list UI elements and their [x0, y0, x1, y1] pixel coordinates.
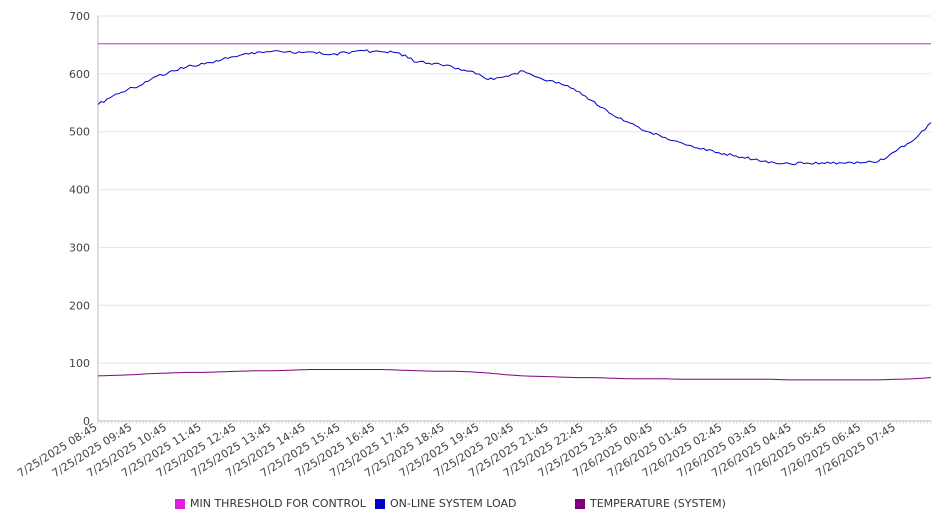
legend-item[interactable]: ON-LINE SYSTEM LOAD [375, 497, 516, 510]
legend: MIN THRESHOLD FOR CONTROL ON-LINE SYSTEM … [0, 497, 946, 515]
y-tick-label: 500 [69, 126, 90, 139]
legend-swatch [375, 498, 385, 509]
legend-swatch [175, 498, 185, 509]
y-tick-label: 700 [69, 10, 90, 23]
axes [97, 16, 932, 424]
x-tick-labels: 7/25/2025 08:457/25/2025 09:457/25/2025 … [15, 421, 898, 481]
legend-label: ON-LINE SYSTEM LOAD [390, 497, 517, 510]
grid-lines [98, 15, 931, 364]
series-line-1 [97, 49, 932, 166]
y-tick-label: 400 [69, 184, 90, 197]
y-tick-labels: 0 100 200 300 400 500 600 700 [69, 10, 90, 428]
series-lines [97, 43, 932, 381]
y-tick-label: 100 [69, 357, 90, 370]
legend-swatch [575, 498, 585, 509]
legend-item[interactable]: MIN THRESHOLD FOR CONTROL [175, 497, 366, 510]
legend-item[interactable]: TEMPERATURE (SYSTEM) [575, 497, 726, 510]
legend-label: TEMPERATURE (SYSTEM) [590, 497, 726, 510]
y-tick-label: 0 [83, 415, 90, 428]
y-tick-label: 600 [69, 68, 90, 81]
y-tick-label: 200 [69, 299, 90, 312]
series-line-2 [97, 369, 932, 381]
legend-label: MIN THRESHOLD FOR CONTROL [190, 497, 366, 510]
y-tick-label: 300 [69, 241, 90, 254]
